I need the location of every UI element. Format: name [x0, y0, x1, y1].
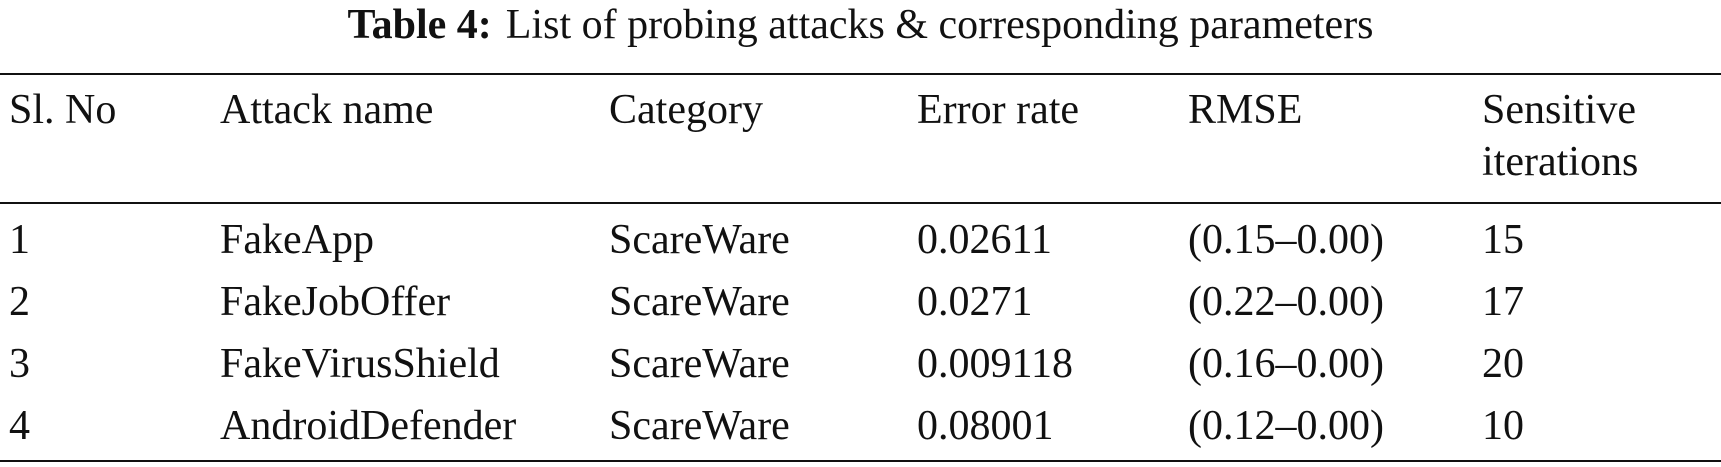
table-cell: (0.16–0.00)	[1188, 341, 1384, 387]
table-cell: (0.12–0.00)	[1188, 403, 1384, 449]
table-cell: FakeJobOffer	[220, 279, 451, 325]
header-rule	[0, 202, 1721, 204]
table-caption: Table 4: List of probing attacks & corres…	[0, 0, 1721, 50]
header-cell: Sl. No	[9, 87, 117, 133]
table-cell: 0.009118	[917, 341, 1073, 387]
table-cell: 1	[9, 217, 30, 263]
header-cell: Attack name	[220, 87, 434, 133]
bottom-rule	[0, 460, 1721, 462]
table-cell: 15	[1482, 217, 1524, 263]
table-cell: 0.02611	[917, 217, 1052, 263]
table-cell: FakeApp	[220, 217, 374, 263]
table-cell: (0.15–0.00)	[1188, 217, 1384, 263]
table-cell: ScareWare	[609, 217, 790, 263]
table-cell: 0.0271	[917, 279, 1033, 325]
table-cell: 2	[9, 279, 30, 325]
header-cell: RMSE	[1188, 87, 1303, 133]
header-cell: Error rate	[917, 87, 1080, 133]
header-cell: Category	[609, 87, 763, 133]
table-cell: ScareWare	[609, 341, 790, 387]
caption-label: Table 4:	[347, 2, 492, 48]
table-cell: ScareWare	[609, 279, 790, 325]
header-cell: Sensitive iterations	[1482, 87, 1639, 185]
table-cell: 17	[1482, 279, 1524, 325]
table-cell: 10	[1482, 403, 1524, 449]
table-cell: 0.08001	[917, 403, 1054, 449]
caption-text: List of probing attacks & corresponding …	[505, 2, 1374, 48]
table-cell: AndroidDefender	[220, 403, 517, 449]
table-cell: 4	[9, 403, 30, 449]
top-rule	[0, 73, 1721, 75]
table-cell: 3	[9, 341, 30, 387]
table-cell: ScareWare	[609, 403, 790, 449]
table-cell: (0.22–0.00)	[1188, 279, 1384, 325]
table-cell: FakeVirusShield	[220, 341, 500, 387]
table-cell: 20	[1482, 341, 1524, 387]
